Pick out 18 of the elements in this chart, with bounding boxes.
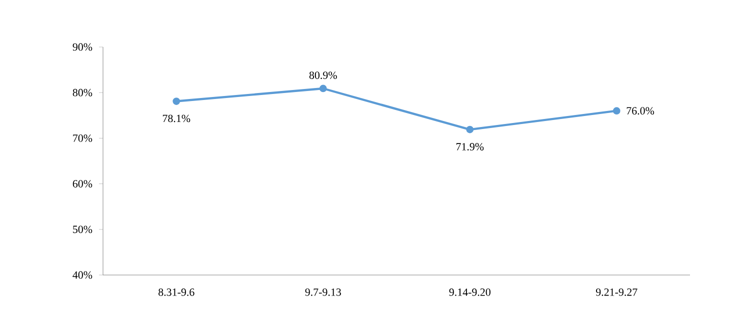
x-tick-label: 9.7-9.13 (305, 288, 341, 296)
data-label: 76.0% (626, 107, 654, 115)
point (466, 126, 474, 134)
point (172, 98, 180, 105)
y-tick-label: 90% (72, 43, 92, 51)
data-label: 71.9% (456, 143, 484, 150)
x-tick-label: 9.14-9.20 (449, 288, 490, 296)
x-tick-label: 8.31-9.6 (158, 288, 194, 296)
y-tick-label: 50% (73, 226, 92, 234)
point (612, 107, 620, 115)
y-tick-label: 60% (72, 180, 92, 188)
y-tick-label: 80% (72, 88, 92, 96)
data-label: 80.9% (309, 72, 337, 79)
y-tick-label: 70% (73, 134, 92, 142)
data-label: 78.1% (162, 114, 190, 122)
x-tick-label: 9.21-9.27 (596, 288, 638, 296)
point (319, 84, 327, 92)
y-tick-label: 40% (72, 271, 92, 279)
